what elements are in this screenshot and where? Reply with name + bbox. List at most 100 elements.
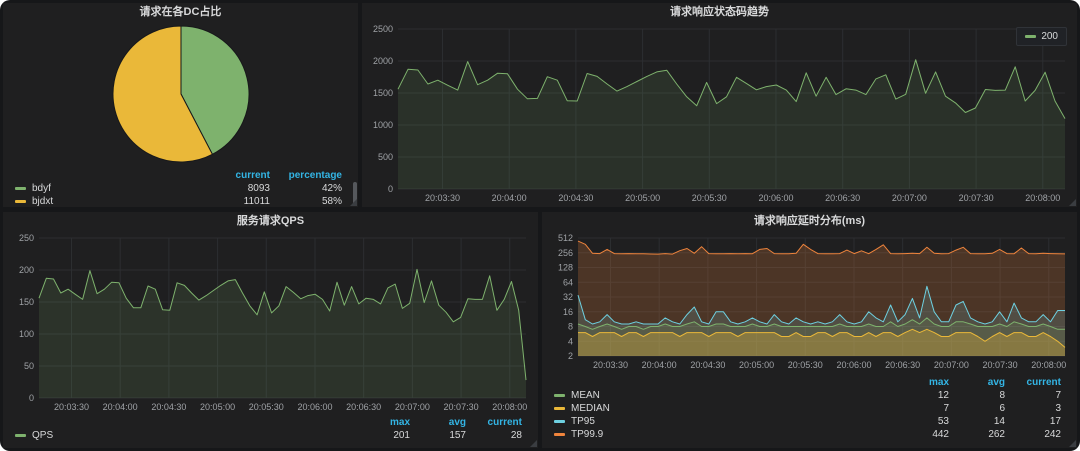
pie-slice-bdyf[interactable] [180,25,249,155]
legend-label-TP95[interactable]: TP95 [571,416,595,427]
x-axis-tick: 20:08:00 [1031,360,1066,370]
series-legend-box: 200 [1016,27,1067,46]
panel-service-qps: 服务请求QPS 20:03:30 20:04:00 20:04:30 20:05:00… [3,212,538,448]
legend-label-MEDIAN[interactable]: MEDIAN [571,403,610,414]
x-axis-tick: 20:04:00 [103,402,138,412]
legend-column-header-percentage[interactable]: percentage [288,170,342,181]
y-axis-tick: 0 [29,393,34,403]
legend-value-QPS-max: 201 [393,430,410,441]
legend-value-MEDIAN-current: 3 [1055,403,1061,414]
x-axis-tick: 20:05:30 [249,402,284,412]
series-line-MEDIAN [578,328,1066,348]
legend-row-TP95: TP95 53 14 17 [542,415,1077,428]
x-axis-tick: 20:04:00 [492,193,527,203]
legend-value-MEDIAN-max: 7 [943,403,949,414]
legend-label-200[interactable]: 200 [1041,31,1058,42]
panel-resize-handle[interactable] [1069,440,1076,447]
series-area-TP99.9 [578,241,1065,356]
legend-value-bjdxt-percentage: 58% [321,196,342,207]
y-axis-tick: 50 [24,361,34,371]
latency-line-chart: 20:03:30 20:04:00 20:04:30 20:05:00 20:05:30… [544,232,1075,372]
pie-legend: current percentage bdyf 8093 42% bjdxt 11011 58… [3,169,358,207]
legend-row-QPS: QPS 201 157 28 [3,429,538,442]
series-area-TP95 [578,286,1065,356]
panel-title[interactable]: 请求响应状态码趋势 [670,6,769,18]
x-axis-tick: 20:07:00 [395,402,430,412]
x-axis-tick: 20:05:00 [200,402,235,412]
legend-swatch-MEDIAN[interactable] [554,407,565,410]
y-axis-tick: 32 [563,292,573,302]
legend-column-header-current[interactable]: current [1026,377,1061,388]
panel-resize-handle[interactable] [530,440,537,447]
x-axis-tick: 20:05:30 [788,360,823,370]
x-axis-tick: 20:06:00 [758,193,793,203]
series-area-200 [398,59,1065,190]
x-axis-tick: 20:03:30 [54,402,89,412]
legend-label-bdyf[interactable]: bdyf [32,183,51,194]
series-area-MEAN [578,317,1065,356]
legend-value-TP99.9-current: 242 [1044,429,1061,440]
legend-value-bdyf-percentage: 42% [321,183,342,194]
panel-resize-handle[interactable] [1069,199,1076,206]
x-axis-tick: 20:08:00 [492,402,527,412]
panel-latency-distribution: 请求响应延时分布(ms) 20:03:30 20:04:00 20:04:30 20:… [542,212,1077,448]
x-axis-tick: 20:06:00 [297,402,332,412]
x-axis-tick: 20:03:30 [593,360,628,370]
x-axis-tick: 20:04:30 [151,402,186,412]
legend-value-TP99.9-avg: 262 [988,429,1005,440]
x-axis-tick: 20:05:00 [625,193,660,203]
legend-label-MEAN[interactable]: MEAN [571,390,600,401]
panel-title[interactable]: 请求在各DC占比 [139,6,222,18]
legend-value-QPS-avg: 157 [449,430,466,441]
legend-swatch-TP95[interactable] [554,420,565,423]
y-axis-tick: 256 [558,248,573,258]
x-axis-tick: 20:03:30 [425,193,460,203]
latency-legend: max avg current MEAN 12 8 7 MEDIAN 7 6 3 TP95 53 14 17… [542,376,1077,444]
y-axis-tick: 250 [19,233,34,243]
legend-column-header-avg[interactable]: avg [987,377,1005,388]
y-axis-tick: 2500 [373,24,393,34]
series-area-MEDIAN [578,329,1065,356]
legend-value-TP95-max: 53 [937,416,949,427]
legend-header-row: max avg current [542,376,1077,389]
legend-column-header-avg[interactable]: avg [448,417,466,428]
panel-title[interactable]: 请求响应延时分布(ms) [753,215,866,227]
legend-swatch-MEAN[interactable] [554,394,565,397]
x-axis-tick: 20:04:00 [642,360,677,370]
qps-legend: max avg current QPS 201 157 28 [3,416,538,446]
y-axis-tick: 64 [563,277,573,287]
x-axis-tick: 20:07:30 [959,193,994,203]
x-axis-tick: 20:07:00 [934,360,969,370]
legend-swatch-200 [1025,35,1037,38]
x-axis-tick: 20:07:00 [892,193,927,203]
legend-scrollbar[interactable] [353,182,357,204]
panel-title[interactable]: 服务请求QPS [236,215,305,227]
panel-status-code-trend: 请求响应状态码趋势 20:03:30 20:04:00 20:04:30 20:05:… [362,3,1077,207]
legend-value-bjdxt-current: 11011 [243,196,270,207]
legend-column-header-max[interactable]: max [389,417,410,428]
legend-value-MEDIAN-avg: 6 [999,403,1005,414]
panel-resize-handle[interactable] [350,199,357,206]
legend-label-QPS[interactable]: QPS [32,430,54,441]
legend-column-header-current[interactable]: current [487,417,522,428]
legend-swatch-bjdxt[interactable] [15,200,26,203]
y-axis-tick: 1500 [373,88,393,98]
legend-label-TP99.9[interactable]: TP99.9 [571,429,604,440]
legend-swatch-TP99.9[interactable] [554,433,565,436]
y-axis-tick: 150 [19,297,34,307]
legend-value-TP95-current: 17 [1049,416,1061,427]
legend-swatch-bdyf[interactable] [15,187,26,190]
y-axis-tick: 8 [568,322,573,332]
legend-column-header-max[interactable]: max [928,377,949,388]
legend-header-row: max avg current [3,416,538,429]
x-axis-tick: 20:04:30 [690,360,725,370]
legend-value-MEAN-max: 12 [937,390,949,401]
x-axis-tick: 20:04:30 [558,193,593,203]
pie-slice-bjdxt[interactable] [112,25,213,163]
y-axis-tick: 1000 [373,120,393,130]
legend-swatch-QPS[interactable] [15,434,26,437]
x-axis-tick: 20:07:30 [983,360,1018,370]
legend-value-TP99.9-max: 442 [932,429,949,440]
legend-label-bjdxt[interactable]: bjdxt [32,196,54,207]
legend-column-header-current[interactable]: current [235,170,270,181]
